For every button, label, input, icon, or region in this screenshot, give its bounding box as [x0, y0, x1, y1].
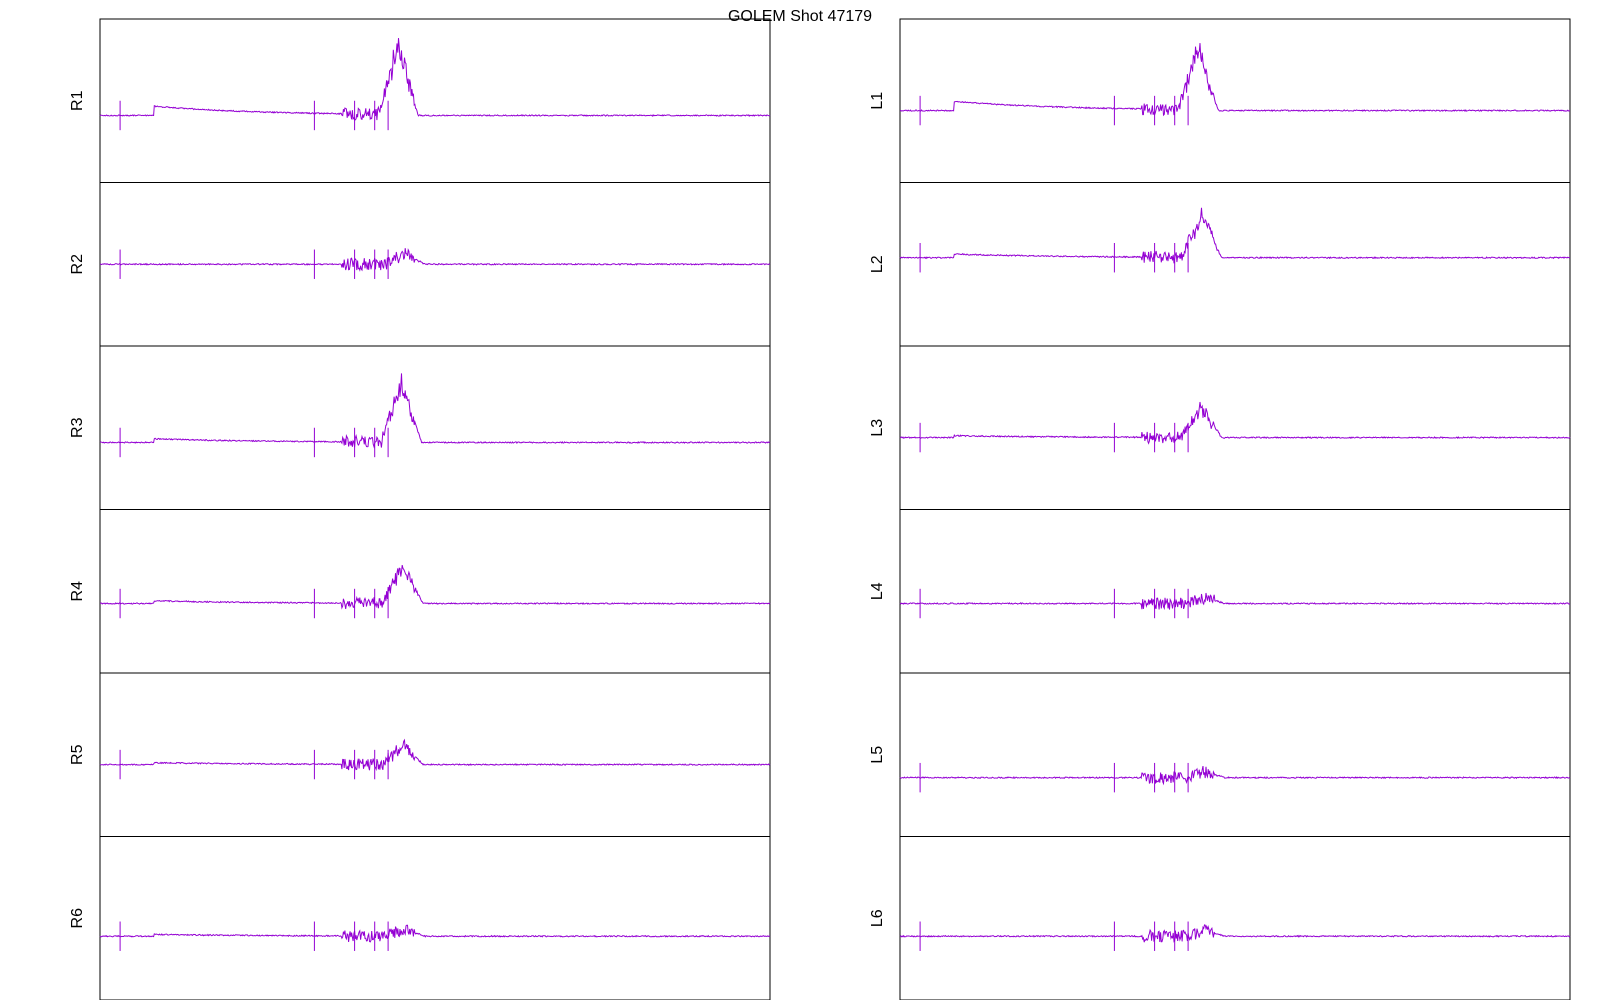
- chart-title: GOLEM Shot 47179: [727, 8, 873, 25]
- panel-r1: R1: [69, 18, 771, 183]
- panel-ylabel: R5: [69, 744, 86, 765]
- series-line-l6: [899, 924, 1571, 943]
- panel-r3: R3: [69, 345, 771, 510]
- panel-frame: [99, 836, 771, 1000]
- panel-ylabel: L1: [869, 92, 886, 110]
- series-line-l5: [899, 765, 1571, 786]
- panel-r4: R4: [69, 509, 771, 674]
- panel-frame: [99, 672, 771, 837]
- series-line-r3: [99, 373, 771, 449]
- series-line-r4: [99, 564, 771, 610]
- panel-frame: [899, 182, 1571, 347]
- panel-ylabel: L3: [869, 419, 886, 437]
- series-line-l3: [899, 401, 1571, 445]
- panel-l5: L5: [869, 672, 1571, 837]
- series-line-l2: [899, 207, 1571, 264]
- panel-ylabel: R6: [69, 908, 86, 929]
- panel-frame: [899, 672, 1571, 837]
- panel-ylabel: R3: [69, 417, 86, 438]
- panel-l6: L6: [869, 836, 1571, 1000]
- panel-frame: [899, 509, 1571, 674]
- panel-ylabel: R1: [69, 90, 86, 111]
- panel-ylabel: L4: [869, 582, 886, 600]
- panel-frame: [99, 345, 771, 510]
- series-line-r6: [99, 924, 771, 943]
- series-line-l4: [899, 592, 1571, 611]
- series-line-l1: [900, 43, 1571, 117]
- panel-frame: [899, 345, 1571, 510]
- panel-l1: L1: [869, 18, 1571, 183]
- series-line-r1: [99, 38, 771, 121]
- panel-ylabel: L5: [869, 746, 886, 764]
- panel-frame: [99, 509, 771, 674]
- panel-ylabel: R4: [69, 581, 86, 602]
- panel-frame: [899, 18, 1571, 183]
- panel-l3: L3: [869, 345, 1571, 510]
- panel-ylabel: L6: [869, 909, 886, 927]
- panel-frame: [899, 836, 1571, 1000]
- panel-ylabel: L2: [869, 255, 886, 273]
- panel-r5: R5: [69, 672, 771, 837]
- panel-r2: R2: [69, 182, 771, 347]
- panel-frame: [99, 18, 771, 183]
- panel-r6: R6: [69, 836, 771, 1000]
- panel-l4: L4: [869, 509, 1571, 674]
- series-line-r5: [99, 738, 771, 772]
- panel-ylabel: R2: [69, 254, 86, 275]
- series-line-r2: [99, 248, 771, 272]
- panel-l2: L2: [869, 182, 1571, 347]
